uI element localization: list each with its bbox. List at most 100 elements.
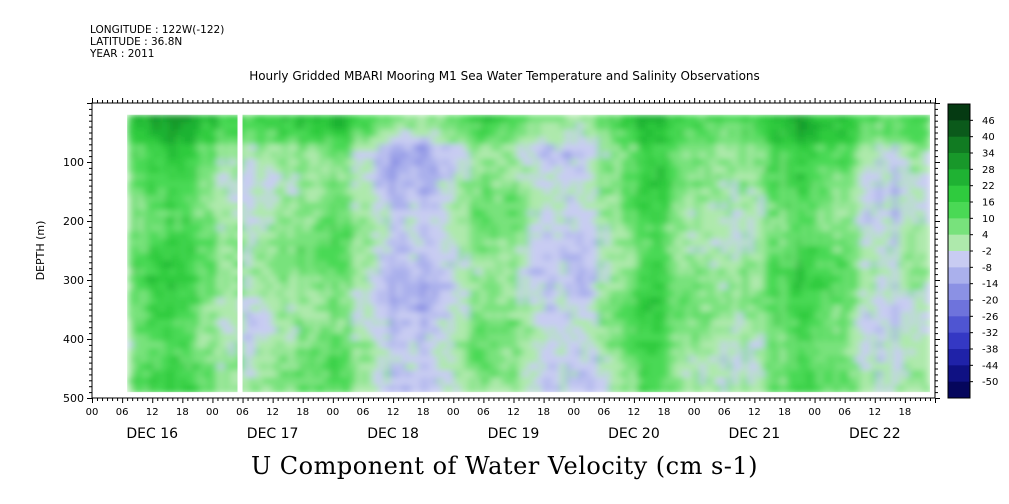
field-cell xyxy=(699,333,707,343)
field-cell xyxy=(630,355,637,365)
field-cell xyxy=(453,253,461,262)
field-cell xyxy=(143,143,150,153)
field-cell xyxy=(448,231,455,241)
field-cell xyxy=(260,384,268,393)
field-cell xyxy=(325,151,332,160)
field-cell xyxy=(742,224,750,233)
field-cell xyxy=(260,260,268,270)
field-cell xyxy=(673,384,680,393)
field-cell xyxy=(448,253,455,262)
field-cell xyxy=(191,165,198,175)
field-cell xyxy=(549,202,557,211)
field-cell xyxy=(346,355,354,365)
field-cell xyxy=(421,122,429,131)
field-cell xyxy=(662,187,669,197)
field-cell xyxy=(186,224,193,233)
field-cell xyxy=(614,377,621,387)
field-cell xyxy=(576,275,584,284)
field-cell xyxy=(421,297,429,306)
field-cell xyxy=(319,216,327,226)
field-cell xyxy=(608,238,616,248)
field-cell xyxy=(651,260,659,270)
field-cell xyxy=(180,246,188,255)
field-cell xyxy=(442,114,450,124)
field-cell xyxy=(432,129,439,138)
field-cell xyxy=(239,355,247,365)
field-cell xyxy=(164,253,172,262)
field-cell xyxy=(186,165,193,175)
field-cell xyxy=(501,224,509,233)
field-cell xyxy=(683,165,691,175)
field-cell xyxy=(598,348,605,357)
field-cell xyxy=(507,333,514,343)
field-cell xyxy=(576,238,584,248)
field-cell xyxy=(705,114,712,124)
field-cell xyxy=(475,348,482,357)
field-cell xyxy=(464,384,471,393)
field-cell xyxy=(657,384,664,393)
field-cell xyxy=(207,384,214,393)
field-cell xyxy=(705,275,712,284)
field-cell xyxy=(566,209,573,219)
field-cell xyxy=(175,209,182,219)
field-cell xyxy=(560,333,568,343)
field-cell xyxy=(694,143,702,153)
field-cell xyxy=(480,311,487,321)
field-cell xyxy=(699,246,707,255)
field-cell xyxy=(282,326,289,335)
field-cell xyxy=(271,384,279,393)
field-cell xyxy=(528,180,536,189)
field-cell xyxy=(405,362,412,372)
field-cell xyxy=(127,209,134,219)
field-cell xyxy=(689,165,696,175)
field-cell xyxy=(378,341,386,350)
field-cell xyxy=(528,341,536,350)
field-cell xyxy=(662,275,669,284)
field-cell xyxy=(448,384,455,393)
field-cell xyxy=(507,297,514,306)
field-cell xyxy=(303,297,311,306)
field-cell xyxy=(662,129,669,138)
field-cell xyxy=(244,216,252,226)
field-cell xyxy=(416,289,423,299)
field-cell xyxy=(298,151,305,160)
field-cell xyxy=(202,151,209,160)
field-cell xyxy=(491,195,498,204)
field-cell xyxy=(244,260,252,270)
field-cell xyxy=(533,158,541,168)
field-cell xyxy=(694,246,702,255)
field-cell xyxy=(576,282,584,292)
field-cell xyxy=(405,355,412,365)
field-cell xyxy=(448,158,455,168)
field-cell xyxy=(507,173,514,182)
field-cell xyxy=(298,370,305,379)
field-cell xyxy=(485,289,493,299)
field-cell xyxy=(544,151,552,160)
field-cell xyxy=(748,362,755,372)
field-cell xyxy=(608,355,616,365)
field-cell xyxy=(432,289,439,299)
field-cell xyxy=(731,151,739,160)
field-cell xyxy=(501,377,509,387)
field-cell xyxy=(705,282,712,292)
field-cell xyxy=(517,384,525,393)
field-cell xyxy=(683,136,691,146)
field-cell xyxy=(737,202,744,211)
field-cell xyxy=(143,304,150,314)
field-cell xyxy=(266,348,273,357)
field-cell xyxy=(373,209,380,219)
field-cell xyxy=(560,246,568,255)
field-cell xyxy=(544,289,552,299)
field-cell xyxy=(405,187,412,197)
field-cell xyxy=(464,151,471,160)
field-cell xyxy=(137,377,145,387)
field-cell xyxy=(416,231,423,241)
field-cell xyxy=(523,122,530,131)
field-cell xyxy=(603,268,611,277)
field-cell xyxy=(549,384,557,393)
field-cell xyxy=(282,173,289,182)
field-cell xyxy=(764,231,771,241)
field-cell xyxy=(635,231,643,241)
field-cell xyxy=(303,180,311,189)
field-cell xyxy=(432,341,439,350)
